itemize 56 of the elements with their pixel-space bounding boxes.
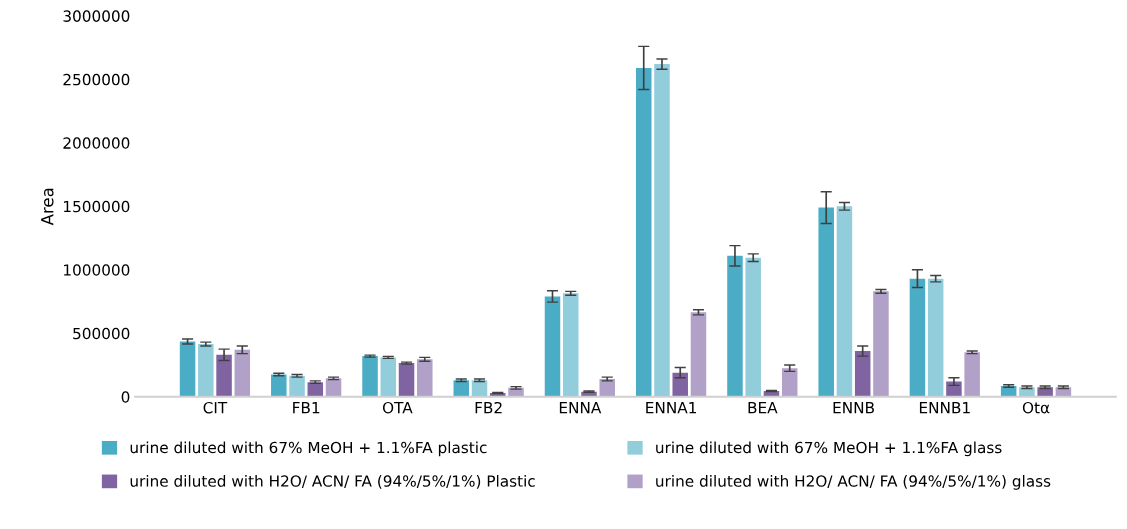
bar bbox=[271, 374, 287, 397]
bar bbox=[745, 257, 761, 397]
bar bbox=[325, 378, 342, 397]
bar bbox=[1019, 387, 1035, 397]
y-tick-label: 1500000 bbox=[64, 200, 130, 213]
bar bbox=[234, 349, 251, 397]
bar bbox=[362, 356, 378, 397]
bar bbox=[307, 382, 324, 397]
y-tick-label: 1000000 bbox=[64, 264, 130, 276]
bar bbox=[544, 296, 561, 397]
x-tick-label: ENNA bbox=[559, 402, 602, 414]
bar bbox=[289, 375, 305, 397]
bar bbox=[818, 207, 834, 397]
bar bbox=[909, 278, 926, 397]
x-tick-label: FB2 bbox=[475, 401, 502, 414]
x-tick-label: Otα bbox=[1022, 401, 1050, 414]
bar bbox=[873, 291, 889, 397]
bar bbox=[727, 255, 743, 397]
bar bbox=[927, 278, 944, 397]
y-tick-label: 2500000 bbox=[63, 73, 130, 86]
legend-label: urine diluted with H2O/ ACN/ FA (94%/5%/1%) Plastic bbox=[130, 475, 535, 489]
legend-label: urine diluted with 67% MeOH + 1.1%FA glass bbox=[656, 441, 1002, 457]
bar bbox=[216, 354, 232, 397]
bar bbox=[380, 357, 397, 397]
bar bbox=[690, 312, 707, 397]
bar bbox=[1037, 387, 1053, 397]
bar bbox=[562, 293, 579, 397]
y-tick-label: 0 bbox=[121, 391, 130, 403]
bar bbox=[471, 380, 488, 397]
x-tick-label: ENNB bbox=[833, 402, 874, 414]
y-tick-label: 2000000 bbox=[63, 137, 130, 149]
y-tick-label: 500000 bbox=[73, 327, 130, 340]
y-axis-title: Area bbox=[41, 188, 54, 226]
bar bbox=[654, 64, 670, 397]
x-tick-label: BEA bbox=[748, 402, 778, 414]
legend-label: urine diluted with H2O/ ACN/ FA (94%/5%/1%) glass bbox=[656, 475, 1051, 490]
x-tick-label: CIT bbox=[203, 401, 228, 414]
bar bbox=[854, 351, 871, 397]
bar bbox=[836, 206, 853, 397]
bar bbox=[453, 380, 470, 397]
x-tick-label: ENNA1 bbox=[646, 402, 697, 414]
x-tick-label: OTA bbox=[382, 401, 413, 414]
bar bbox=[946, 381, 962, 397]
bar bbox=[672, 372, 688, 397]
bar bbox=[635, 67, 652, 397]
bar bbox=[179, 341, 196, 397]
bar bbox=[198, 344, 214, 397]
bar bbox=[599, 378, 615, 397]
x-tick-label: ENNB1 bbox=[919, 402, 970, 414]
x-tick-label: FB1 bbox=[293, 402, 320, 414]
bar bbox=[398, 363, 415, 397]
y-tick-label: 3000000 bbox=[63, 10, 130, 22]
bar bbox=[964, 352, 980, 397]
legend-label: urine diluted with 67% MeOH + 1.1%FA plastic bbox=[130, 441, 487, 457]
bar bbox=[781, 368, 798, 397]
bar bbox=[417, 359, 433, 397]
